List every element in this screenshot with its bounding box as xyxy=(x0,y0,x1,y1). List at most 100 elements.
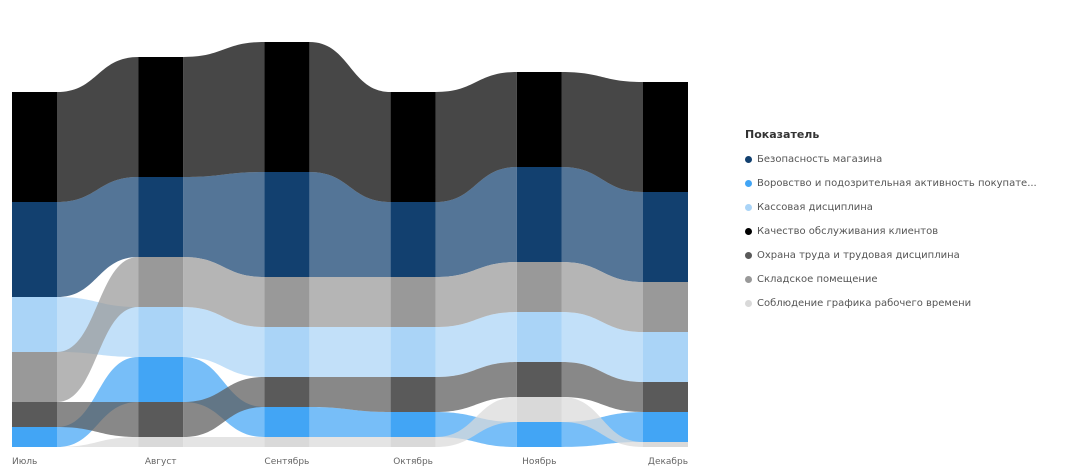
legend-dot-icon xyxy=(745,251,752,259)
ribbon-segment xyxy=(309,407,391,437)
ribbon-bar[interactable] xyxy=(138,57,184,177)
ribbon-bar[interactable] xyxy=(138,402,184,437)
ribbon-bar[interactable] xyxy=(516,312,562,362)
ribbon-bar[interactable] xyxy=(390,92,436,202)
ribbon-segment xyxy=(435,262,517,327)
ribbon-segment xyxy=(183,257,265,327)
ribbon-segment xyxy=(309,377,391,412)
legend-item[interactable]: Складское помещение xyxy=(745,267,1065,291)
legend-label: Охрана труда и трудовая дисциплина xyxy=(757,249,960,261)
ribbon-segment xyxy=(561,72,643,192)
ribbon-bar[interactable] xyxy=(138,357,184,402)
ribbon-segment xyxy=(183,307,265,377)
ribbon-bar[interactable] xyxy=(390,327,436,377)
ribbon-bar[interactable] xyxy=(12,92,57,202)
ribbon-segment xyxy=(183,437,265,447)
ribbon-segment xyxy=(309,172,391,277)
ribbon-segment xyxy=(183,377,265,437)
ribbon-bar[interactable] xyxy=(12,202,57,297)
ribbon-bar[interactable] xyxy=(643,192,688,282)
legend-dot-icon xyxy=(745,275,752,283)
ribbon-segment xyxy=(435,72,517,202)
ribbon-bar[interactable] xyxy=(516,167,562,262)
legend-dot-icon xyxy=(745,227,752,235)
ribbon-bar[interactable] xyxy=(12,297,57,352)
ribbon-bar[interactable] xyxy=(264,327,310,377)
x-tick-label: Декабрь xyxy=(648,457,688,467)
legend-dot-icon xyxy=(745,179,752,187)
legend-label: Безопасность магазина xyxy=(757,153,883,165)
ribbon-bar[interactable] xyxy=(12,427,57,447)
ribbon-segment xyxy=(309,437,391,447)
ribbon-bar[interactable] xyxy=(516,262,562,312)
x-tick-label: Октябрь xyxy=(393,457,433,467)
ribbon-segment xyxy=(561,312,643,382)
ribbon-segment xyxy=(309,327,391,377)
legend-dot-icon xyxy=(745,299,752,307)
ribbon-segment xyxy=(57,57,139,202)
legend-dot-icon xyxy=(745,203,752,211)
ribbon-bar[interactable] xyxy=(390,277,436,327)
ribbon-bar[interactable] xyxy=(516,72,562,167)
ribbon-bar[interactable] xyxy=(390,377,436,412)
ribbon-bar[interactable] xyxy=(12,352,57,402)
ribbon-segment xyxy=(309,42,391,202)
ribbon-bar[interactable] xyxy=(390,202,436,277)
x-tick-label: Сентябрь xyxy=(264,457,309,467)
legend-label: Складское помещение xyxy=(757,273,878,285)
ribbon-segment xyxy=(561,397,643,447)
ribbon-bar[interactable] xyxy=(264,377,310,407)
ribbon-chart: Июль Август Сентябрь Октябрь Ноябрь Декабрь xyxy=(12,42,688,467)
ribbon-segment xyxy=(183,172,265,277)
ribbon-bar[interactable] xyxy=(643,82,688,192)
ribbon-bar[interactable] xyxy=(643,282,688,332)
ribbon-bar[interactable] xyxy=(264,407,310,437)
ribbon-bar[interactable] xyxy=(516,422,562,447)
legend-item[interactable]: Охрана труда и трудовая дисциплина xyxy=(745,243,1065,267)
ribbon-segment xyxy=(183,42,265,177)
ribbon-segment xyxy=(309,277,391,327)
ribbon-bar[interactable] xyxy=(643,382,688,412)
legend-item[interactable]: Кассовая дисциплина xyxy=(745,195,1065,219)
ribbon-segment xyxy=(435,397,517,447)
ribbon-bar[interactable] xyxy=(643,332,688,382)
legend-item[interactable]: Качество обслуживания клиентов xyxy=(745,219,1065,243)
legend-items: Безопасность магазина Воровство и подозри… xyxy=(745,147,1065,315)
legend-label: Качество обслуживания клиентов xyxy=(757,225,939,237)
ribbon-segment xyxy=(561,167,643,282)
ribbon-segment xyxy=(435,167,517,277)
ribbon-segment xyxy=(435,312,517,377)
x-tick-label: Июль xyxy=(12,457,37,467)
legend-label: Кассовая дисциплина xyxy=(757,201,873,213)
legend-item[interactable]: Безопасность магазина xyxy=(745,147,1065,171)
x-tick-label: Август xyxy=(145,457,177,467)
ribbon-segment xyxy=(57,402,139,437)
ribbon-bar[interactable] xyxy=(138,257,184,307)
legend-item[interactable]: Соблюдение графика рабочего времени xyxy=(745,291,1065,315)
ribbon-bar[interactable] xyxy=(264,42,310,172)
ribbon-segment xyxy=(57,177,139,297)
ribbon-bar[interactable] xyxy=(390,437,436,447)
ribbon-bar[interactable] xyxy=(643,412,688,442)
legend-label: Соблюдение графика рабочего времени xyxy=(757,297,972,309)
ribbon-bar[interactable] xyxy=(264,172,310,277)
legend: Показатель Безопасность магазина Воровств… xyxy=(745,128,1065,315)
ribbon-bar[interactable] xyxy=(390,412,436,437)
ribbon-bar[interactable] xyxy=(12,402,57,427)
ribbon-bar[interactable] xyxy=(516,397,562,422)
legend-label: Воровство и подозрительная активность по… xyxy=(757,177,1037,189)
ribbon-bar[interactable] xyxy=(264,277,310,327)
ribbon-bar[interactable] xyxy=(264,437,310,447)
ribbon-segment xyxy=(57,257,139,402)
ribbon-bar[interactable] xyxy=(138,177,184,257)
ribbon-bar[interactable] xyxy=(516,362,562,397)
ribbon-bar[interactable] xyxy=(138,437,184,447)
legend-dot-icon xyxy=(745,155,752,163)
legend-title: Показатель xyxy=(745,128,820,141)
ribbon-bar[interactable] xyxy=(138,307,184,357)
ribbon-bar[interactable] xyxy=(643,442,688,447)
ribbon-segment xyxy=(435,362,517,412)
legend-item[interactable]: Воровство и подозрительная активность по… xyxy=(745,171,1065,195)
ribbon-chart-svg: Июль Август Сентябрь Октябрь Ноябрь Декабрь xyxy=(12,42,688,467)
ribbon-segment xyxy=(561,362,643,412)
